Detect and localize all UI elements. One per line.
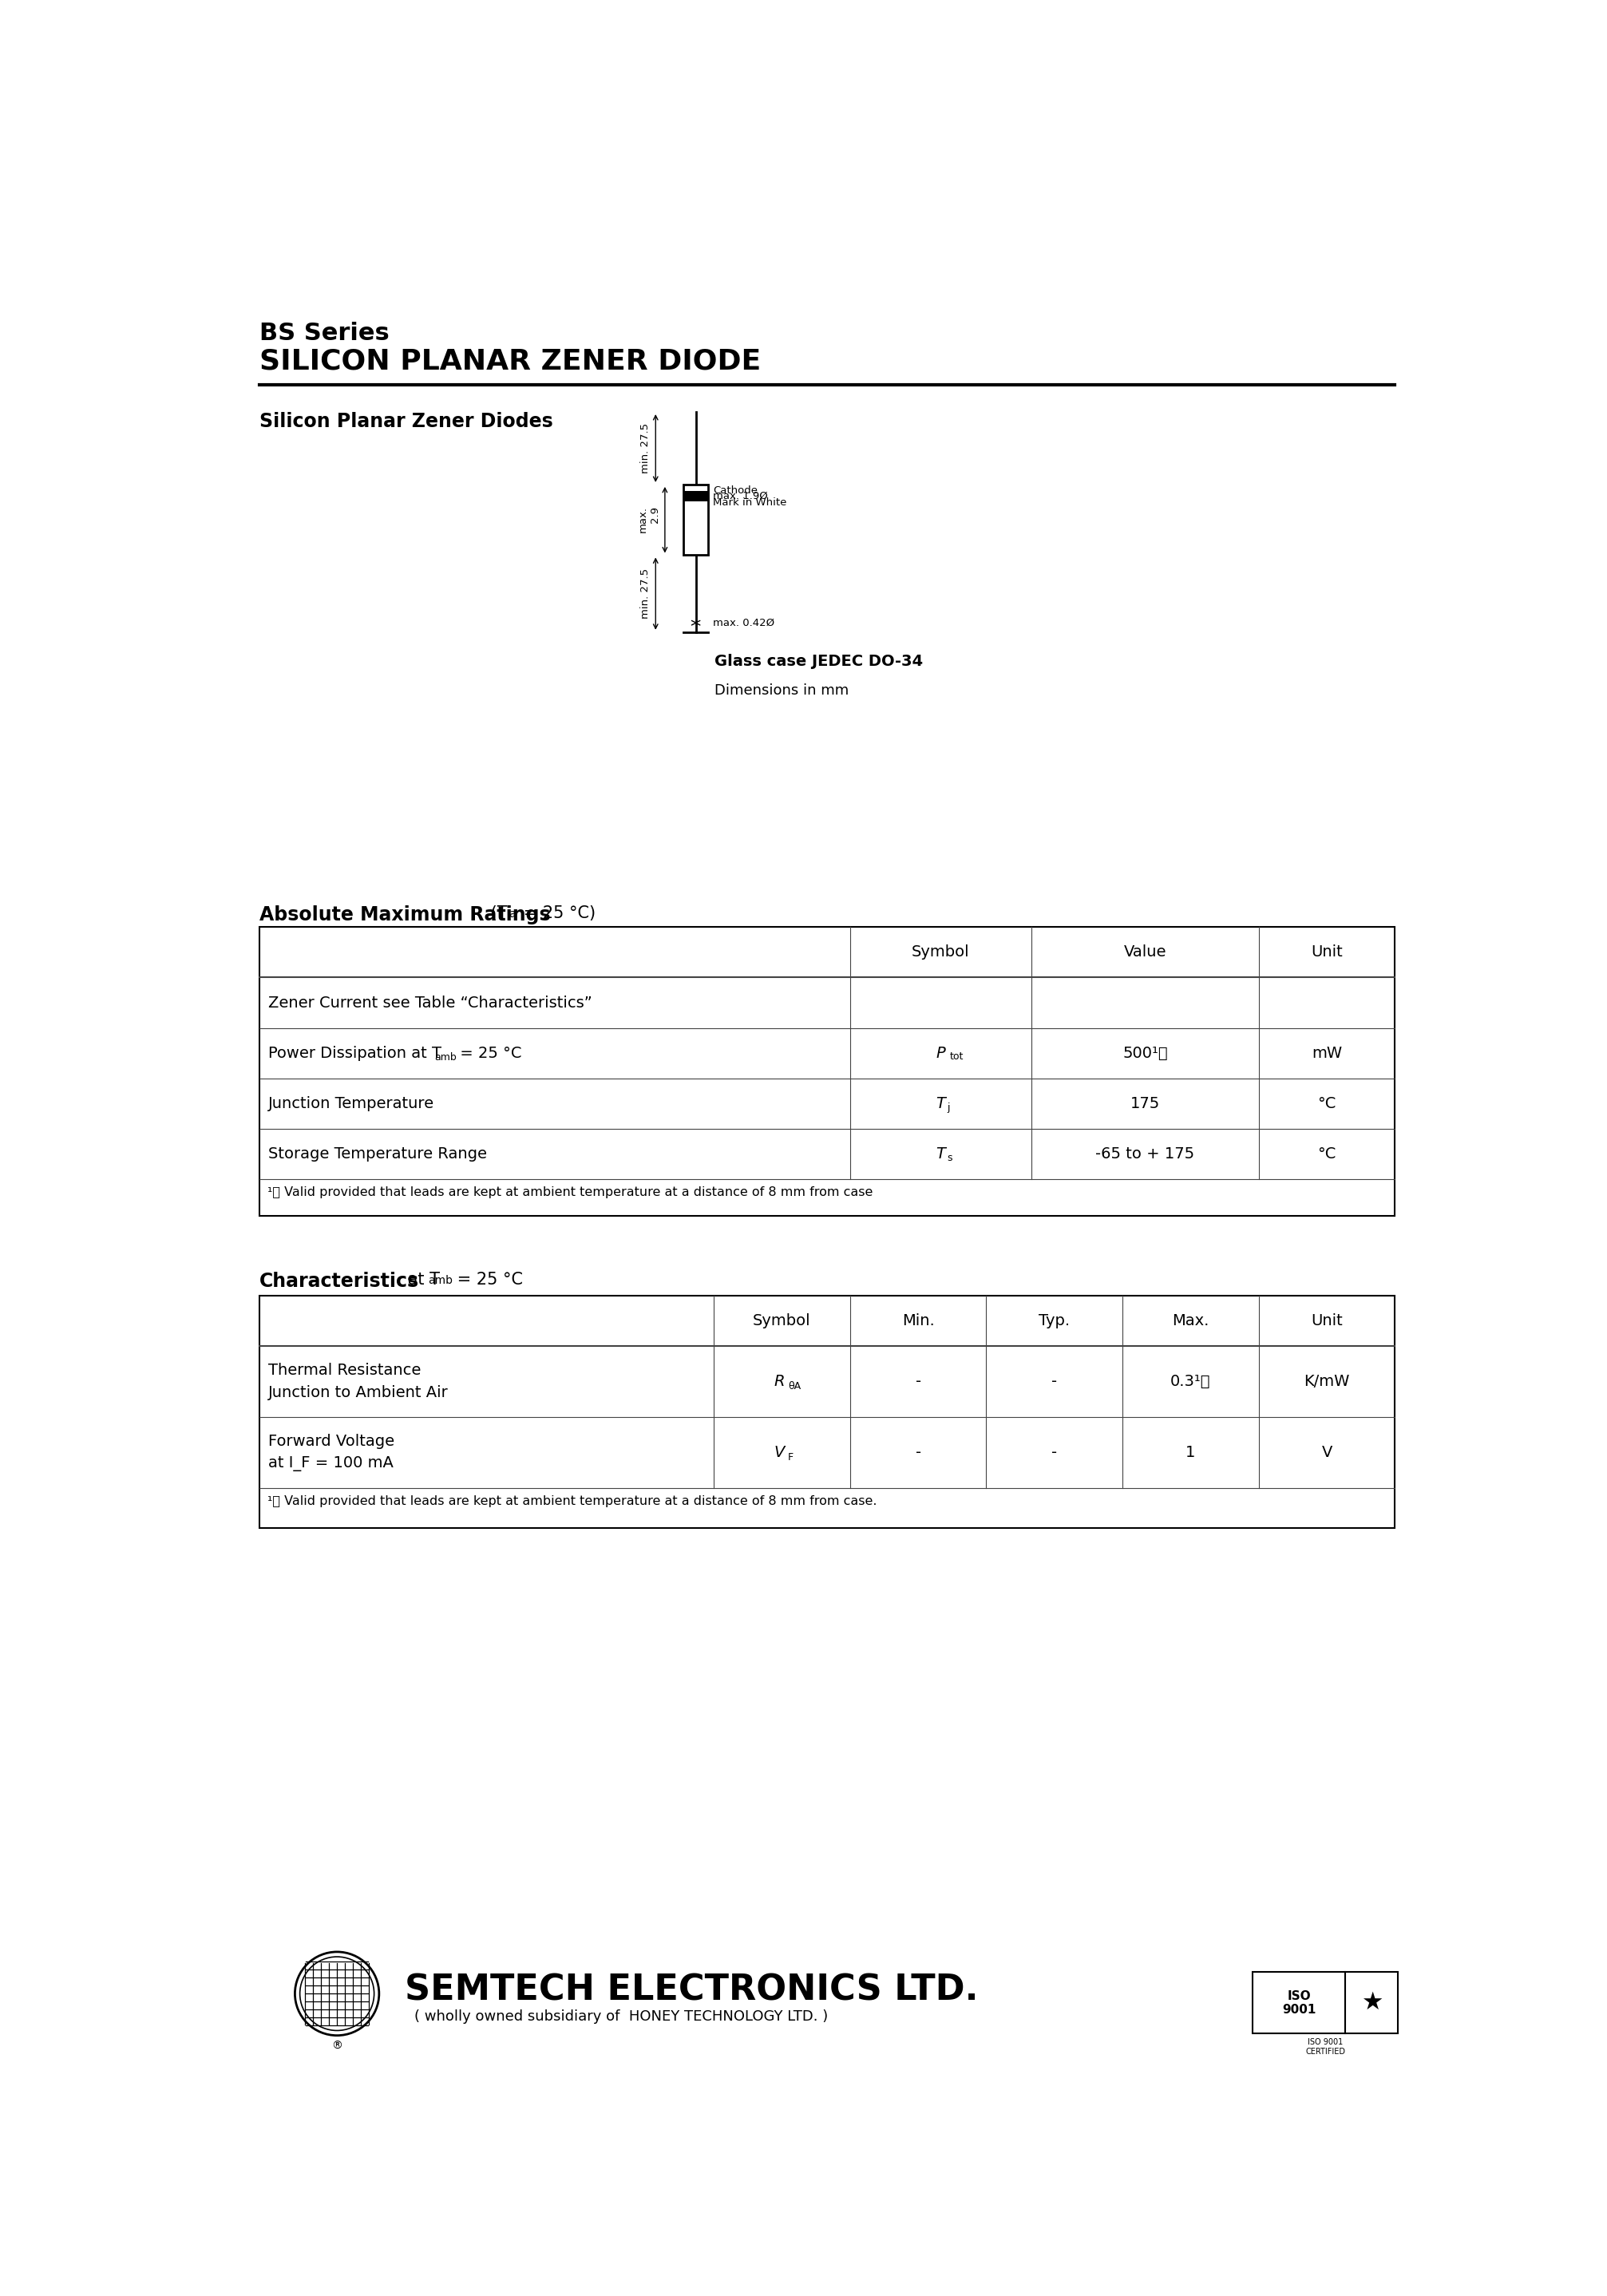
Text: Typ.: Typ. (1038, 1313, 1070, 1329)
Text: amb: amb (427, 1274, 453, 1286)
Text: Thermal Resistance: Thermal Resistance (268, 1364, 421, 1378)
Text: (T: (T (485, 905, 508, 921)
Text: BS Series: BS Series (260, 321, 389, 344)
Text: -: - (916, 1444, 921, 1460)
Text: 175: 175 (1130, 1095, 1160, 1111)
Text: at I_F = 100 mA: at I_F = 100 mA (268, 1456, 394, 1472)
Text: max. 0.42Ø: max. 0.42Ø (714, 618, 775, 629)
Text: a: a (509, 909, 516, 921)
Text: tot: tot (950, 1052, 963, 1063)
Text: ISO
9001: ISO 9001 (1282, 1991, 1316, 2016)
Text: ¹⧯ Valid provided that leads are kept at ambient temperature at a distance of 8 : ¹⧯ Valid provided that leads are kept at… (267, 1187, 873, 1199)
Bar (683, 484, 709, 556)
Text: ★: ★ (1361, 1991, 1384, 2014)
Text: θA: θA (787, 1382, 800, 1391)
Text: -65 to + 175: -65 to + 175 (1096, 1146, 1194, 1162)
Text: ( wholly owned subsidiary of  HONEY TECHNOLOGY LTD. ): ( wholly owned subsidiary of HONEY TECHN… (415, 2009, 828, 2023)
Text: Silicon Planar Zener Diodes: Silicon Planar Zener Diodes (260, 411, 553, 432)
Bar (1252, 1972, 1345, 2034)
Text: Unit: Unit (1311, 1313, 1343, 1329)
Text: Value: Value (1123, 944, 1167, 960)
Text: Storage Temperature Range: Storage Temperature Range (268, 1146, 487, 1162)
Text: Absolute Maximum Ratings: Absolute Maximum Ratings (260, 905, 551, 925)
Text: Junction to Ambient Air: Junction to Ambient Air (268, 1384, 448, 1401)
Text: Max.: Max. (1172, 1313, 1208, 1329)
Text: -: - (916, 1373, 921, 1389)
Text: s: s (947, 1153, 953, 1164)
Text: 0.3¹⧯: 0.3¹⧯ (1170, 1373, 1210, 1389)
Bar (683, 491, 709, 503)
Text: Forward Voltage: Forward Voltage (268, 1433, 395, 1449)
Text: K/mW: K/mW (1303, 1373, 1350, 1389)
Text: -: - (1051, 1373, 1057, 1389)
Text: 1: 1 (1186, 1444, 1196, 1460)
Text: = 25 °C: = 25 °C (452, 1272, 522, 1288)
Text: Dimensions in mm: Dimensions in mm (715, 684, 848, 698)
Text: Glass case JEDEC DO-34: Glass case JEDEC DO-34 (715, 654, 922, 668)
Bar (1345, 1972, 1398, 2034)
Text: min. 27.5: min. 27.5 (640, 567, 651, 618)
Text: Characteristics: Characteristics (260, 1272, 419, 1290)
Text: ®: ® (331, 2041, 342, 2053)
Text: Unit: Unit (1311, 944, 1343, 960)
Text: Symbol: Symbol (911, 944, 969, 960)
Circle shape (301, 1956, 374, 2030)
Text: Zener Current see Table “Characteristics”: Zener Current see Table “Characteristics… (268, 994, 593, 1010)
Text: mW: mW (1311, 1045, 1342, 1061)
Bar (260, 928, 1395, 1217)
Text: V: V (775, 1444, 784, 1460)
Text: -: - (1051, 1444, 1057, 1460)
Text: ISO 9001
CERTIFIED: ISO 9001 CERTIFIED (1305, 2039, 1345, 2055)
Text: T: T (937, 1146, 945, 1162)
Bar (260, 1295, 1395, 1527)
Text: P: P (937, 1045, 945, 1061)
Text: Power Dissipation at T: Power Dissipation at T (268, 1045, 442, 1061)
Text: °C: °C (1318, 1095, 1335, 1111)
Text: = 25 °C): = 25 °C) (519, 905, 596, 921)
Text: ¹⧯ Valid provided that leads are kept at ambient temperature at a distance of 8 : ¹⧯ Valid provided that leads are kept at… (267, 1495, 876, 1506)
Text: °C: °C (1318, 1146, 1335, 1162)
Text: Symbol: Symbol (754, 1313, 812, 1329)
Text: amb: amb (434, 1052, 456, 1063)
Text: Junction Temperature: Junction Temperature (268, 1095, 434, 1111)
Text: max.
2.9: max. 2.9 (638, 507, 660, 533)
Text: SEMTECH ELECTRONICS LTD.: SEMTECH ELECTRONICS LTD. (405, 1972, 979, 2007)
Text: max. 1.9Ø: max. 1.9Ø (714, 491, 768, 501)
Circle shape (296, 1952, 379, 2037)
Text: j: j (947, 1102, 950, 1114)
Text: V: V (1321, 1444, 1332, 1460)
Text: = 25 °C: = 25 °C (455, 1045, 522, 1061)
Text: Cathode
Mark in White: Cathode Mark in White (714, 484, 787, 507)
Text: Min.: Min. (902, 1313, 934, 1329)
Text: at T: at T (402, 1272, 439, 1288)
Text: min. 27.5: min. 27.5 (640, 422, 651, 473)
Text: SILICON PLANAR ZENER DIODE: SILICON PLANAR ZENER DIODE (260, 349, 762, 374)
Text: F: F (787, 1451, 794, 1463)
Text: R: R (775, 1373, 784, 1389)
Text: 500¹⧯: 500¹⧯ (1123, 1045, 1168, 1061)
Text: T: T (937, 1095, 945, 1111)
